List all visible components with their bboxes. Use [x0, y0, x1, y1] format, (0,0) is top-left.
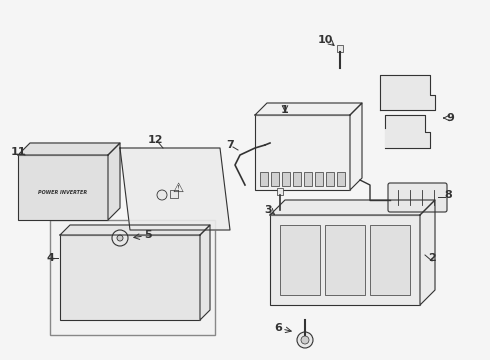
Polygon shape — [255, 103, 362, 115]
Bar — [277, 188, 283, 195]
Text: 3: 3 — [264, 205, 272, 215]
Circle shape — [157, 190, 167, 200]
Text: 11: 11 — [10, 147, 26, 157]
Text: 9: 9 — [446, 113, 454, 123]
Bar — [170, 190, 178, 198]
Text: 10: 10 — [318, 35, 333, 45]
Polygon shape — [18, 143, 120, 155]
Circle shape — [301, 336, 309, 344]
Circle shape — [112, 230, 128, 246]
Bar — [270, 215, 420, 305]
Bar — [325, 225, 365, 295]
Bar — [282, 172, 290, 186]
Bar — [260, 172, 268, 186]
Polygon shape — [108, 143, 120, 220]
Polygon shape — [385, 115, 430, 148]
Polygon shape — [270, 200, 435, 215]
Bar — [337, 45, 343, 52]
Text: ⚠: ⚠ — [172, 181, 184, 194]
Text: 7: 7 — [226, 140, 234, 150]
Bar — [60, 235, 200, 320]
Bar — [50, 220, 215, 335]
Polygon shape — [420, 200, 435, 305]
Polygon shape — [380, 75, 435, 110]
Polygon shape — [60, 225, 210, 235]
Polygon shape — [200, 225, 210, 320]
Bar — [255, 115, 350, 190]
Polygon shape — [120, 148, 230, 230]
FancyBboxPatch shape — [388, 183, 447, 212]
Text: 8: 8 — [444, 190, 452, 200]
Bar — [293, 172, 301, 186]
Circle shape — [117, 235, 123, 241]
Text: 5: 5 — [144, 230, 152, 240]
Text: 2: 2 — [428, 253, 436, 263]
Bar — [337, 172, 345, 186]
Bar — [280, 225, 320, 295]
Bar — [370, 225, 410, 295]
Text: 12: 12 — [147, 135, 163, 145]
Bar — [315, 172, 323, 186]
Bar — [326, 172, 334, 186]
Text: 1: 1 — [281, 105, 289, 115]
Bar — [271, 172, 279, 186]
Bar — [18, 155, 108, 220]
Circle shape — [297, 332, 313, 348]
Text: POWER INVERTER: POWER INVERTER — [38, 190, 88, 195]
Text: 6: 6 — [274, 323, 282, 333]
Text: 4: 4 — [46, 253, 54, 263]
Polygon shape — [350, 103, 362, 190]
Bar — [304, 172, 312, 186]
